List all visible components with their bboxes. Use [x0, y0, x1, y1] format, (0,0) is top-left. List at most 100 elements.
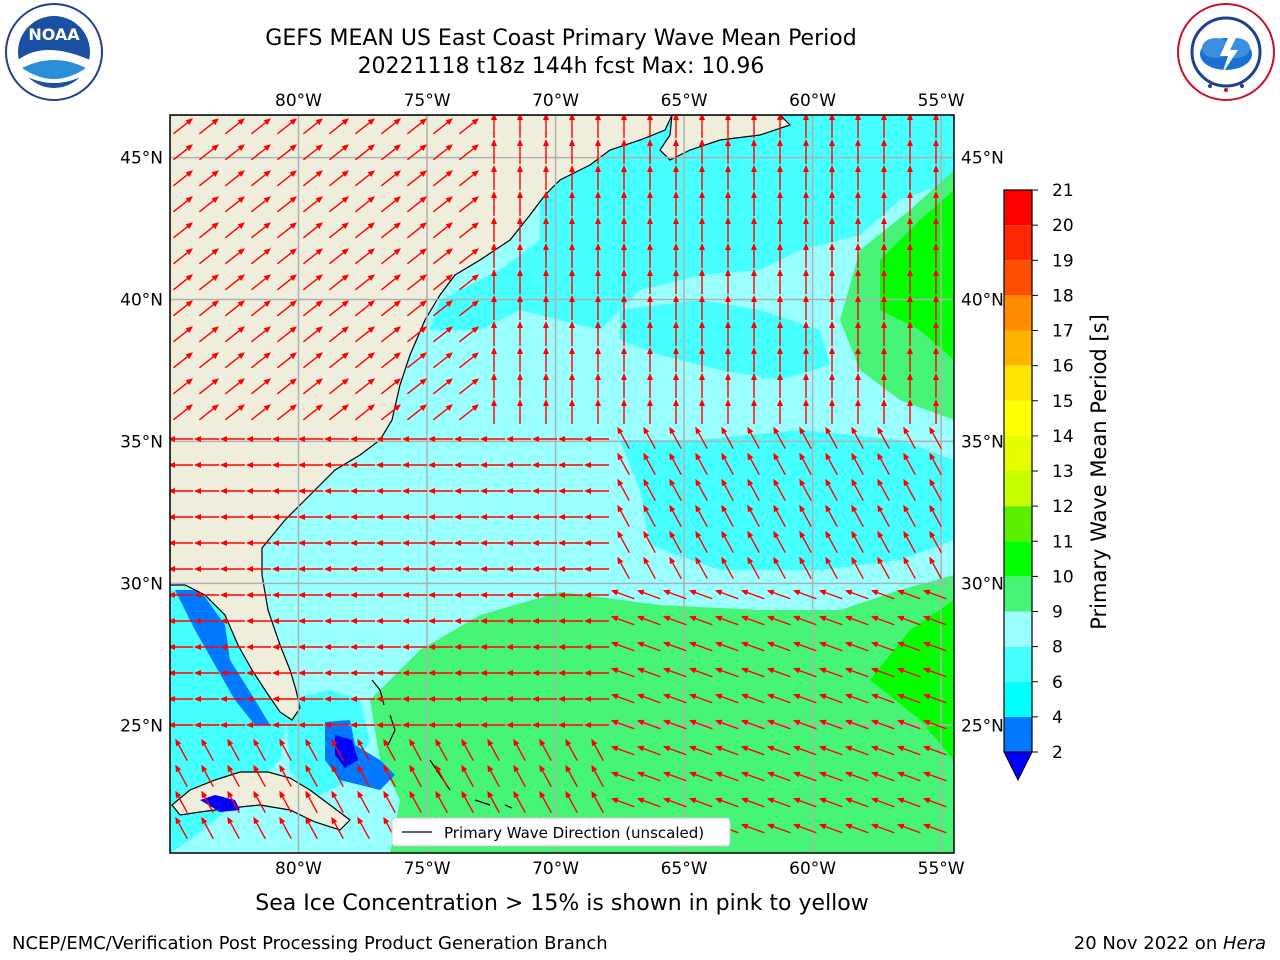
wave-arrow	[305, 816, 318, 839]
map-area	[170, 115, 954, 853]
wave-arrow	[276, 170, 297, 187]
wave-arrow	[376, 540, 401, 546]
wave-arrow	[543, 165, 549, 190]
wave-arrow	[569, 399, 575, 424]
wave-arrow	[617, 530, 630, 553]
wave-arrow	[595, 347, 601, 372]
wave-arrow	[673, 295, 679, 320]
wave-arrow	[844, 615, 869, 626]
wave-arrow	[725, 191, 731, 216]
wave-arrow	[877, 426, 890, 449]
wave-arrow	[829, 217, 835, 242]
wave-arrow	[272, 592, 297, 598]
lat-tick-label-right: 30°N	[961, 574, 1004, 594]
wave-arrow	[224, 144, 245, 161]
wave-arrow	[751, 347, 757, 372]
wave-arrow	[170, 540, 193, 546]
wave-arrow	[224, 196, 245, 213]
colorbar-tick-label: 2	[1052, 743, 1063, 763]
wave-arrow	[558, 722, 583, 728]
wave-arrow	[610, 693, 635, 704]
wave-arrow	[870, 823, 895, 834]
wave-arrow	[276, 300, 297, 317]
wave-arrow	[432, 300, 453, 317]
wave-arrow	[688, 745, 713, 756]
wave-arrow	[673, 373, 679, 398]
wave-arrow	[432, 118, 453, 135]
wave-arrow	[621, 243, 627, 268]
wave-arrow	[558, 566, 583, 572]
wave-arrow	[695, 452, 708, 475]
wave-arrow	[328, 300, 349, 317]
wave-arrow	[350, 488, 375, 494]
wave-arrow	[458, 352, 479, 369]
wave-arrow	[175, 790, 188, 813]
wave-arrow	[896, 745, 921, 756]
wave-arrow	[354, 222, 375, 239]
colorbar-tick-label: 8	[1052, 638, 1063, 658]
wave-arrow	[773, 452, 786, 475]
wave-arrow	[725, 321, 731, 346]
wave-arrow	[669, 530, 682, 553]
wave-arrow	[773, 530, 786, 553]
wave-arrow	[829, 399, 835, 424]
wave-arrow	[354, 118, 375, 135]
lon-tick-label-top: 70°W	[532, 91, 579, 111]
wave-arrow	[543, 191, 549, 216]
wave-arrow	[803, 373, 809, 398]
wave-arrow	[517, 399, 523, 424]
wave-arrow	[766, 693, 791, 704]
wave-arrow	[922, 745, 947, 756]
wave-arrow	[569, 115, 575, 138]
wave-arrow	[617, 478, 630, 501]
wave-arrow	[480, 696, 505, 702]
wave-arrow	[595, 321, 601, 346]
wave-arrow	[662, 797, 687, 808]
wave-arrow	[695, 426, 708, 449]
wave-arrow	[792, 589, 817, 600]
wave-arrow	[766, 589, 791, 600]
wave-arrow	[480, 566, 505, 572]
wave-arrow	[324, 670, 349, 676]
wave-arrow	[350, 696, 375, 702]
wave-arrow	[276, 196, 297, 213]
wave-arrow	[402, 618, 427, 624]
wave-arrow	[298, 462, 323, 468]
wave-arrow	[844, 693, 869, 704]
wave-arrow	[543, 399, 549, 424]
wave-arrow	[647, 115, 653, 138]
wave-arrow	[907, 295, 913, 320]
wave-arrow	[250, 404, 271, 421]
wave-arrow	[198, 300, 219, 317]
colorbar-tick-label: 20	[1052, 216, 1074, 236]
wave-arrow	[170, 592, 193, 598]
wave-arrow	[881, 373, 887, 398]
wave-arrow	[279, 738, 292, 761]
wave-arrow	[933, 139, 939, 164]
map-frame	[169, 114, 955, 854]
wave-arrow	[402, 644, 427, 650]
wave-arrow	[933, 115, 939, 138]
lon-tick-label-bottom: 80°W	[275, 859, 322, 879]
wave-arrow	[829, 243, 835, 268]
wave-arrow	[621, 139, 627, 164]
wave-arrow	[929, 452, 942, 475]
wave-arrow	[432, 196, 453, 213]
colorbar-segment	[1004, 716, 1032, 752]
wave-arrow	[406, 352, 427, 369]
wave-arrow	[818, 823, 843, 834]
wave-arrow	[357, 790, 370, 813]
wave-arrow	[725, 347, 731, 372]
wave-arrow	[881, 217, 887, 242]
wave-arrow	[773, 426, 786, 449]
wave-arrow	[922, 667, 947, 678]
lat-tick-label-left: 40°N	[120, 291, 163, 311]
wave-arrow	[402, 514, 427, 520]
wave-arrow	[844, 641, 869, 652]
wave-arrow	[302, 404, 323, 421]
wave-arrow	[673, 321, 679, 346]
colorbar-extend-min	[1003, 751, 1033, 782]
wave-arrow	[376, 436, 401, 442]
wave-arrow	[662, 615, 687, 626]
